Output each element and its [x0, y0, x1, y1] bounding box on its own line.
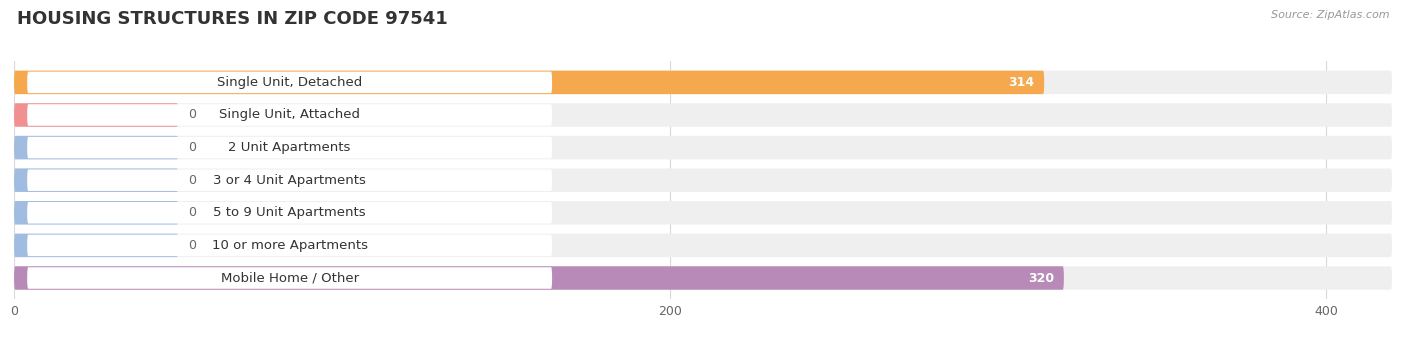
FancyBboxPatch shape — [27, 104, 553, 126]
FancyBboxPatch shape — [27, 235, 553, 256]
FancyBboxPatch shape — [14, 136, 1392, 159]
FancyBboxPatch shape — [14, 103, 179, 127]
FancyBboxPatch shape — [14, 103, 1392, 127]
Text: HOUSING STRUCTURES IN ZIP CODE 97541: HOUSING STRUCTURES IN ZIP CODE 97541 — [17, 10, 447, 28]
Text: Source: ZipAtlas.com: Source: ZipAtlas.com — [1271, 10, 1389, 20]
FancyBboxPatch shape — [14, 234, 179, 257]
Text: 314: 314 — [1008, 76, 1035, 89]
FancyBboxPatch shape — [14, 266, 1392, 290]
FancyBboxPatch shape — [14, 201, 1392, 224]
FancyBboxPatch shape — [14, 136, 179, 159]
Text: 0: 0 — [188, 174, 195, 187]
FancyBboxPatch shape — [14, 71, 1045, 94]
Text: Mobile Home / Other: Mobile Home / Other — [221, 272, 359, 285]
FancyBboxPatch shape — [27, 72, 553, 93]
FancyBboxPatch shape — [14, 71, 1392, 94]
FancyBboxPatch shape — [14, 234, 1392, 257]
Text: 320: 320 — [1028, 272, 1054, 285]
Text: 0: 0 — [188, 206, 195, 219]
Text: Single Unit, Detached: Single Unit, Detached — [217, 76, 363, 89]
FancyBboxPatch shape — [14, 168, 179, 192]
Text: 5 to 9 Unit Apartments: 5 to 9 Unit Apartments — [214, 206, 366, 219]
Text: 0: 0 — [188, 239, 195, 252]
FancyBboxPatch shape — [14, 168, 1392, 192]
Text: 0: 0 — [188, 108, 195, 121]
FancyBboxPatch shape — [27, 202, 553, 224]
FancyBboxPatch shape — [27, 137, 553, 158]
FancyBboxPatch shape — [14, 266, 1064, 290]
Text: 3 or 4 Unit Apartments: 3 or 4 Unit Apartments — [214, 174, 366, 187]
Text: 2 Unit Apartments: 2 Unit Apartments — [228, 141, 352, 154]
Text: 10 or more Apartments: 10 or more Apartments — [212, 239, 367, 252]
FancyBboxPatch shape — [14, 201, 179, 224]
Text: 0: 0 — [188, 141, 195, 154]
FancyBboxPatch shape — [27, 267, 553, 289]
Text: Single Unit, Attached: Single Unit, Attached — [219, 108, 360, 121]
FancyBboxPatch shape — [27, 169, 553, 191]
